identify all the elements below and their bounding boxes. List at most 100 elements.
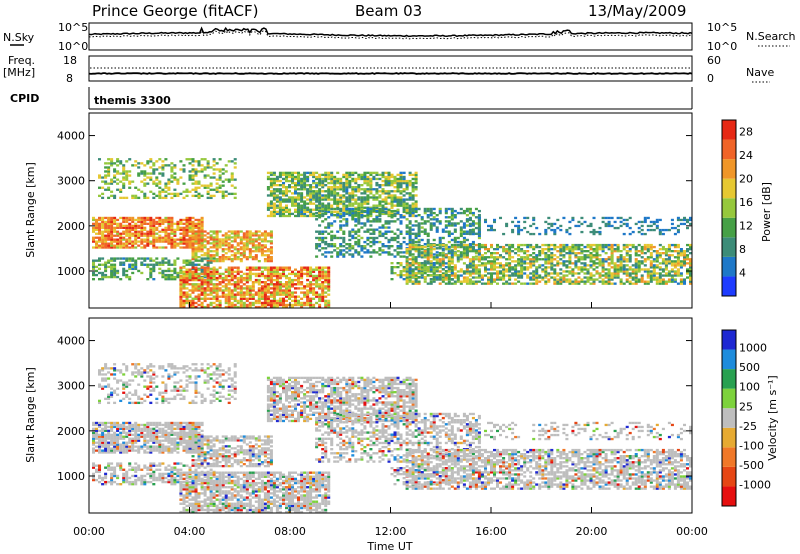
power-cell xyxy=(625,264,629,267)
power-cell xyxy=(128,242,132,245)
power-cell xyxy=(269,173,273,177)
power-cell xyxy=(432,248,436,251)
power-cell xyxy=(363,175,367,179)
power-cell xyxy=(480,256,484,259)
power-cell xyxy=(339,220,343,223)
power-cell xyxy=(468,278,472,281)
power-cell xyxy=(634,274,638,277)
power-cell xyxy=(607,268,611,271)
power-cell xyxy=(227,272,231,276)
power-cell xyxy=(176,194,180,198)
power-cell xyxy=(556,250,560,253)
power-cell xyxy=(315,301,319,305)
power-cell xyxy=(441,260,445,263)
power-cell xyxy=(658,232,662,236)
power-cell xyxy=(251,303,255,307)
power-cell xyxy=(689,268,693,271)
power-cell xyxy=(496,262,500,265)
power-cell xyxy=(511,272,515,275)
power-cell xyxy=(574,256,578,259)
power-cell xyxy=(390,200,394,203)
power-cell xyxy=(465,276,469,279)
power-cell xyxy=(592,254,596,257)
power-cell xyxy=(263,301,267,305)
power-cell xyxy=(490,272,494,275)
power-cell xyxy=(562,256,566,259)
power-cell xyxy=(324,255,328,258)
power-cell xyxy=(399,181,403,185)
power-cell xyxy=(306,188,310,191)
power-cell xyxy=(553,270,557,273)
power-cell xyxy=(471,282,475,285)
power-cell xyxy=(119,188,123,191)
power-cell xyxy=(278,179,282,183)
power-cell xyxy=(188,162,192,165)
power-cell xyxy=(245,297,249,300)
power-cell xyxy=(212,164,216,167)
power-cell xyxy=(333,207,337,211)
power-cell xyxy=(667,250,671,253)
power-cell xyxy=(239,278,243,282)
power-cell xyxy=(592,232,596,236)
power-cell xyxy=(282,303,286,307)
power-cell xyxy=(164,216,168,220)
power-cell xyxy=(254,230,258,233)
power-cell xyxy=(200,220,204,224)
power-cell xyxy=(450,209,454,213)
power-cell xyxy=(505,270,509,273)
power-cell xyxy=(131,218,135,222)
power-cell xyxy=(167,216,171,220)
power-cell xyxy=(384,196,388,199)
power-cell xyxy=(297,188,301,191)
power-cell xyxy=(272,303,276,307)
power-cell xyxy=(450,251,454,254)
power-cell xyxy=(272,274,276,278)
power-cell xyxy=(499,272,503,275)
power-cell xyxy=(125,196,129,200)
power-cell xyxy=(206,274,210,278)
power-cell xyxy=(194,190,198,193)
power-cell xyxy=(378,209,382,213)
power-cell xyxy=(179,246,183,249)
power-cell xyxy=(309,188,313,191)
power-cell xyxy=(387,210,391,214)
power-cell xyxy=(456,256,460,259)
power-cell xyxy=(303,295,307,298)
power-cell xyxy=(155,240,159,243)
power-cell xyxy=(306,179,310,183)
power-cell xyxy=(414,272,418,275)
power-cell xyxy=(604,280,608,283)
power-cell xyxy=(282,184,286,187)
power-cell xyxy=(110,265,114,269)
power-cell xyxy=(550,276,554,279)
power-cell xyxy=(402,255,406,258)
power-cell xyxy=(170,218,174,222)
power-cell xyxy=(408,208,412,211)
power-cell xyxy=(294,198,298,201)
power-cell xyxy=(330,224,334,227)
power-cell xyxy=(417,254,421,257)
power-cell xyxy=(269,246,273,249)
power-cell xyxy=(679,250,683,253)
power-cell xyxy=(402,175,406,179)
power-cell xyxy=(266,268,270,271)
power-cell xyxy=(155,238,159,241)
power-cell xyxy=(366,218,370,221)
power-cell xyxy=(263,276,267,280)
beam-title: Beam 03 xyxy=(355,2,422,20)
power-cell xyxy=(327,245,331,248)
power-cell xyxy=(194,230,198,233)
power-cell xyxy=(188,289,192,292)
power-cell xyxy=(266,232,270,235)
power-cell xyxy=(282,190,286,193)
power-cell xyxy=(309,212,313,216)
power-cell xyxy=(604,216,608,220)
power-cell xyxy=(366,230,370,233)
power-cell xyxy=(384,232,388,235)
power-cell xyxy=(616,258,620,261)
power-cell xyxy=(667,258,671,261)
power-cell xyxy=(399,247,403,250)
power-cell xyxy=(297,181,301,185)
power-cell xyxy=(571,270,575,273)
power-cell xyxy=(191,226,195,229)
